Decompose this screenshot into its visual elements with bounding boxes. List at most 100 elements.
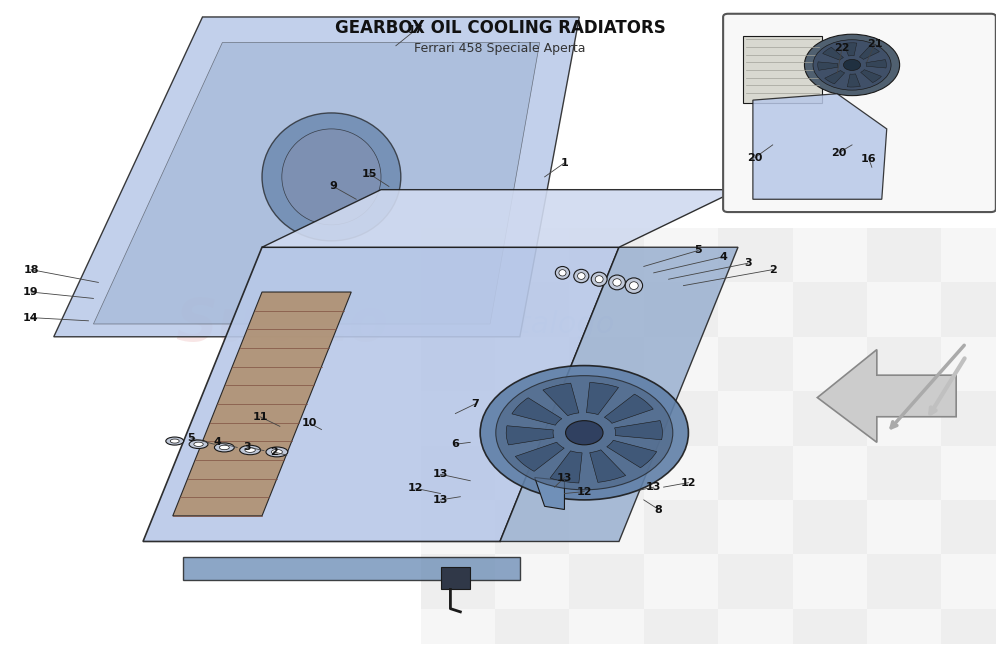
Text: 3: 3 [744,259,752,268]
Polygon shape [421,337,495,391]
Polygon shape [569,446,644,500]
Polygon shape [867,554,941,608]
Ellipse shape [271,450,282,454]
Ellipse shape [613,279,621,286]
Polygon shape [941,228,1000,283]
Polygon shape [941,391,1000,446]
Polygon shape [793,283,867,337]
Polygon shape [644,554,718,608]
Text: 19: 19 [23,287,39,297]
Text: 22: 22 [834,43,850,52]
Polygon shape [793,554,867,608]
Polygon shape [941,446,1000,500]
Text: 13: 13 [557,472,572,483]
Polygon shape [495,337,569,391]
Wedge shape [859,46,879,60]
Polygon shape [495,391,569,446]
Wedge shape [615,421,662,440]
Text: 4: 4 [213,437,221,447]
Text: 20: 20 [831,148,847,157]
Polygon shape [718,608,793,648]
Polygon shape [421,228,495,283]
Polygon shape [644,500,718,554]
Ellipse shape [609,275,625,290]
Polygon shape [867,228,941,283]
Wedge shape [512,398,562,425]
Polygon shape [421,500,495,554]
Polygon shape [718,228,793,283]
Polygon shape [867,337,941,391]
Ellipse shape [170,439,179,443]
Circle shape [813,40,891,90]
Polygon shape [500,248,738,542]
Text: 13: 13 [646,482,661,492]
Ellipse shape [214,443,234,452]
Polygon shape [644,446,718,500]
Polygon shape [495,554,569,608]
Polygon shape [718,391,793,446]
Polygon shape [793,228,867,283]
Text: GEARBOX OIL COOLING RADIATORS: GEARBOX OIL COOLING RADIATORS [335,19,665,38]
Polygon shape [817,349,956,443]
Ellipse shape [591,272,607,286]
Wedge shape [818,62,838,70]
Polygon shape [718,337,793,391]
Text: 3: 3 [243,442,251,452]
Polygon shape [867,608,941,648]
Polygon shape [569,554,644,608]
Wedge shape [586,382,619,415]
Polygon shape [753,94,887,200]
Polygon shape [644,608,718,648]
Wedge shape [825,71,845,84]
Polygon shape [718,446,793,500]
Text: 9: 9 [329,181,337,191]
Text: 2: 2 [769,264,777,275]
Polygon shape [793,500,867,554]
Text: 7: 7 [471,399,479,409]
Wedge shape [844,43,857,56]
Ellipse shape [262,113,401,241]
FancyBboxPatch shape [723,14,996,212]
Polygon shape [644,283,718,337]
Circle shape [843,60,861,71]
Polygon shape [54,17,579,337]
Polygon shape [941,283,1000,337]
Polygon shape [941,554,1000,608]
Ellipse shape [266,447,288,457]
Ellipse shape [595,275,603,283]
Text: 12: 12 [577,487,592,496]
Polygon shape [718,554,793,608]
Wedge shape [847,74,860,87]
Polygon shape [421,391,495,446]
Polygon shape [535,478,564,509]
Text: Ferrari 458 Speciale Aperta: Ferrari 458 Speciale Aperta [414,42,586,55]
Wedge shape [506,426,554,445]
Wedge shape [861,70,881,82]
Polygon shape [569,337,644,391]
Circle shape [804,34,900,96]
Polygon shape [173,292,351,516]
Text: 4: 4 [719,252,727,262]
Polygon shape [793,391,867,446]
Polygon shape [495,500,569,554]
Wedge shape [607,440,657,468]
Polygon shape [93,43,540,324]
Polygon shape [718,283,793,337]
Circle shape [496,376,673,490]
Text: 13: 13 [433,495,448,505]
Polygon shape [441,567,470,590]
Text: 10: 10 [302,418,317,428]
Ellipse shape [555,266,570,279]
Polygon shape [867,283,941,337]
Wedge shape [543,383,579,415]
Polygon shape [569,283,644,337]
Wedge shape [604,394,653,423]
Polygon shape [867,446,941,500]
Ellipse shape [630,282,638,290]
Polygon shape [793,337,867,391]
Polygon shape [143,248,619,542]
Polygon shape [867,391,941,446]
Text: 6: 6 [451,439,459,449]
Text: 14: 14 [23,312,39,323]
Polygon shape [941,500,1000,554]
